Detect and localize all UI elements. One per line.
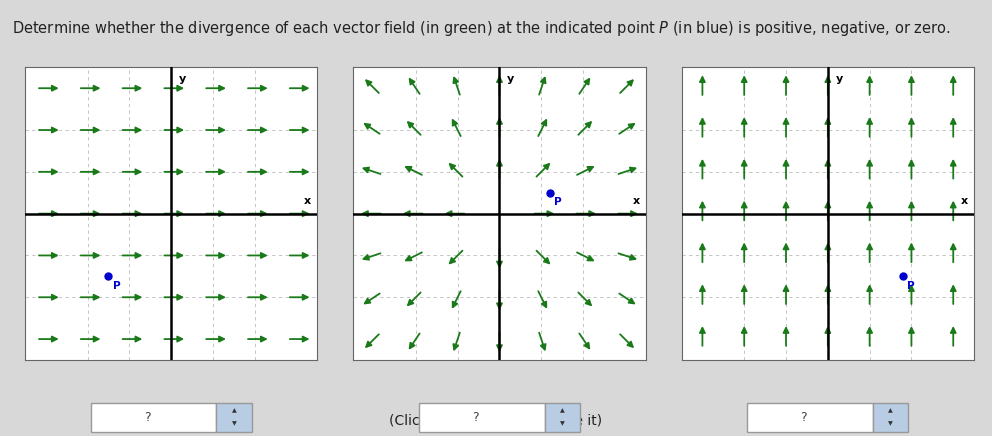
Text: ▲: ▲ xyxy=(888,409,893,414)
Text: ▼: ▼ xyxy=(231,421,236,426)
Text: ?: ? xyxy=(472,411,479,424)
Text: Determine whether the divergence of each vector field (in green) at the indicate: Determine whether the divergence of each… xyxy=(12,19,950,38)
Text: ▼: ▼ xyxy=(888,421,893,426)
Text: ?: ? xyxy=(144,411,151,424)
Text: ▲: ▲ xyxy=(559,409,564,414)
Text: x: x xyxy=(304,196,311,206)
Text: ▲: ▲ xyxy=(231,409,236,414)
Text: x: x xyxy=(632,196,640,206)
FancyBboxPatch shape xyxy=(419,403,545,432)
FancyBboxPatch shape xyxy=(90,403,216,432)
Text: y: y xyxy=(835,74,842,84)
Text: P: P xyxy=(113,281,120,291)
Text: P: P xyxy=(908,281,915,291)
Text: (Click on a graph to enlarge it): (Click on a graph to enlarge it) xyxy=(390,414,602,428)
Text: y: y xyxy=(179,74,186,84)
Text: x: x xyxy=(960,196,968,206)
FancyBboxPatch shape xyxy=(873,403,909,432)
Text: P: P xyxy=(554,197,561,207)
FancyBboxPatch shape xyxy=(747,403,873,432)
FancyBboxPatch shape xyxy=(545,403,580,432)
FancyBboxPatch shape xyxy=(216,403,252,432)
Text: y: y xyxy=(507,74,514,84)
Text: ▼: ▼ xyxy=(559,421,564,426)
Text: ?: ? xyxy=(801,411,807,424)
